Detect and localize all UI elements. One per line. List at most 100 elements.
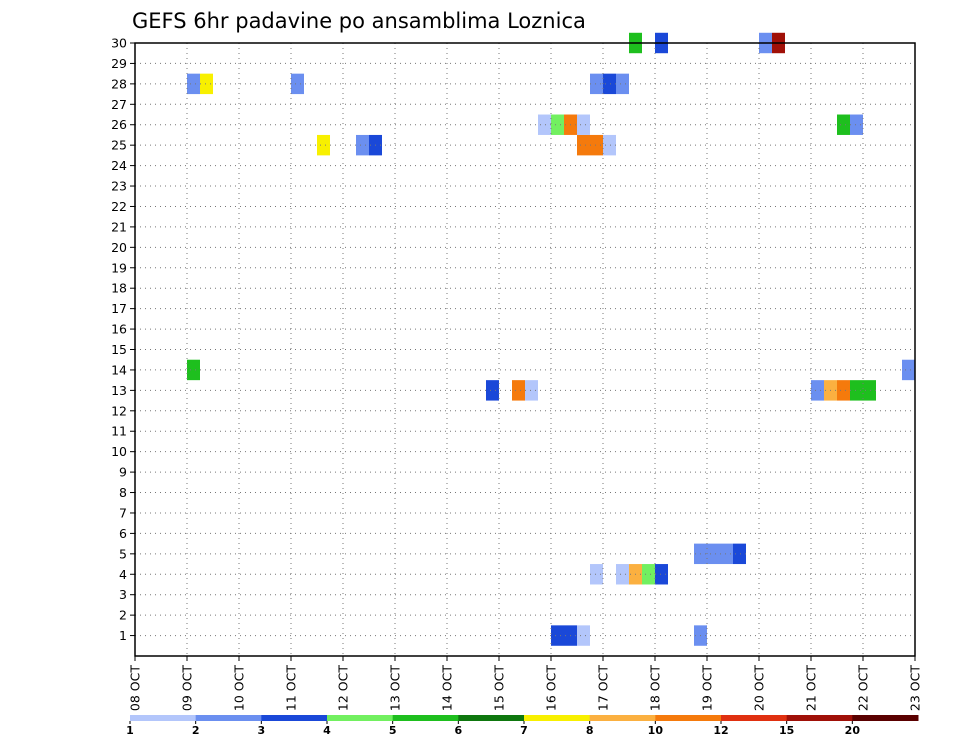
x-tick-label: 08 OCT <box>128 665 143 711</box>
x-tick-label: 20 OCT <box>752 665 767 711</box>
heatmap-cell <box>200 73 213 95</box>
x-tick-label: 17 OCT <box>596 665 611 711</box>
heatmap-cell <box>837 380 850 401</box>
heatmap-cell <box>187 359 200 381</box>
y-tick-label: 24 <box>111 158 127 173</box>
heatmap-cell <box>837 114 850 135</box>
x-tick-label: 19 OCT <box>700 665 715 711</box>
x-tick-label: 10 OCT <box>232 665 247 711</box>
colorbar-swatch <box>524 715 591 721</box>
heatmap-cell <box>733 543 746 565</box>
heatmap-cell <box>616 564 629 585</box>
colorbar-swatch <box>721 715 788 721</box>
colorbar-label: 4 <box>323 724 331 737</box>
y-tick-label: 25 <box>111 138 127 153</box>
colorbar-label: 1 <box>126 724 134 737</box>
heatmap-cell <box>850 114 863 135</box>
colorbar-label: 2 <box>192 724 200 737</box>
heatmap-cell <box>863 380 876 401</box>
heatmap-cell <box>187 73 200 95</box>
colorbar-label: 12 <box>713 724 728 737</box>
colorbar-label: 7 <box>520 724 528 737</box>
y-tick-label: 4 <box>119 567 127 582</box>
heatmap-cell <box>811 380 824 401</box>
y-tick-label: 12 <box>111 403 127 418</box>
y-tick-label: 9 <box>119 465 127 480</box>
heatmap-cell <box>577 114 590 135</box>
y-tick-label: 16 <box>111 322 127 337</box>
colorbar-swatch <box>130 715 197 721</box>
colorbar-swatch <box>655 715 722 721</box>
colorbar-label: 5 <box>389 724 397 737</box>
heatmap-cell <box>577 625 590 646</box>
x-tick-label: 18 OCT <box>648 665 663 711</box>
heatmap-cell <box>551 114 564 135</box>
y-tick-label: 26 <box>111 117 127 132</box>
colorbar-label: 10 <box>648 724 664 737</box>
y-tick-label: 18 <box>111 281 127 296</box>
y-tick-label: 14 <box>111 362 127 377</box>
heatmap-cell <box>850 380 863 401</box>
y-axis: 1234567891011121314151617181920212223242… <box>111 36 135 643</box>
y-tick-label: 7 <box>119 505 127 520</box>
chart-title: GEFS 6hr padavine po ansamblima Loznica <box>132 9 586 33</box>
heatmap-cell <box>902 359 915 381</box>
heatmap-cell <box>642 564 655 585</box>
y-tick-label: 6 <box>119 526 127 541</box>
heatmap-cell <box>525 380 538 401</box>
heatmap-cell <box>486 380 499 401</box>
x-tick-label: 09 OCT <box>180 665 195 711</box>
colorbar-label: 15 <box>779 724 794 737</box>
grid-lines <box>135 42 915 656</box>
heatmap-cell <box>512 380 525 401</box>
colorbar-swatch <box>261 715 328 721</box>
y-tick-label: 11 <box>111 424 127 439</box>
y-tick-label: 5 <box>119 546 127 561</box>
y-tick-label: 17 <box>111 301 127 316</box>
x-tick-label: 15 OCT <box>492 665 507 711</box>
y-tick-label: 3 <box>119 587 127 602</box>
heatmap-cell <box>603 134 616 156</box>
heatmap-cell <box>551 625 564 646</box>
colorbar: 1 2 3 4 5 6 7 8 10 12 15 20 <box>126 715 919 737</box>
y-tick-label: 20 <box>111 240 127 255</box>
x-tick-label: 22 OCT <box>856 665 871 711</box>
heatmap-cell <box>291 73 304 95</box>
heatmap-cell <box>720 543 733 565</box>
y-tick-label: 29 <box>111 56 127 71</box>
x-tick-label: 16 OCT <box>544 665 559 711</box>
x-axis: 08 OCT 09 OCT 10 OCT 11 OCT 12 OCT 13 OCT 14 O… <box>128 656 923 711</box>
heatmap-cell <box>590 73 603 95</box>
y-tick-label: 13 <box>111 383 127 398</box>
heatmap-cell <box>356 134 369 156</box>
x-tick-label: 13 OCT <box>388 665 403 711</box>
colorbar-swatch <box>852 715 919 721</box>
colorbar-swatch <box>458 715 525 721</box>
colorbar-label: 6 <box>455 724 463 737</box>
heatmap-cell <box>590 134 603 156</box>
colorbar-swatch <box>589 715 656 721</box>
x-tick-label: 23 OCT <box>908 665 923 711</box>
y-tick-label: 30 <box>111 36 127 51</box>
heatmap-cell <box>655 564 668 585</box>
colorbar-swatch <box>327 715 394 721</box>
heatmap-cell <box>603 73 616 95</box>
heatmap-cell <box>590 564 603 585</box>
y-tick-label: 15 <box>111 342 127 357</box>
heatmap-cell <box>317 134 330 156</box>
colorbar-swatch <box>195 715 262 721</box>
colorbar-swatch <box>786 715 853 721</box>
y-tick-label: 27 <box>111 97 127 112</box>
x-tick-label: 11 OCT <box>284 665 299 711</box>
x-tick-label: 12 OCT <box>336 665 351 711</box>
y-tick-label: 8 <box>119 485 127 500</box>
y-tick-label: 1 <box>119 628 127 643</box>
y-tick-label: 21 <box>111 219 127 234</box>
colorbar-label: 8 <box>586 724 594 737</box>
heatmap-cell <box>577 134 590 156</box>
y-tick-label: 10 <box>111 444 127 459</box>
colorbar-label: 20 <box>845 724 861 737</box>
y-tick-label: 19 <box>111 260 127 275</box>
colorbar-swatch <box>392 715 459 721</box>
